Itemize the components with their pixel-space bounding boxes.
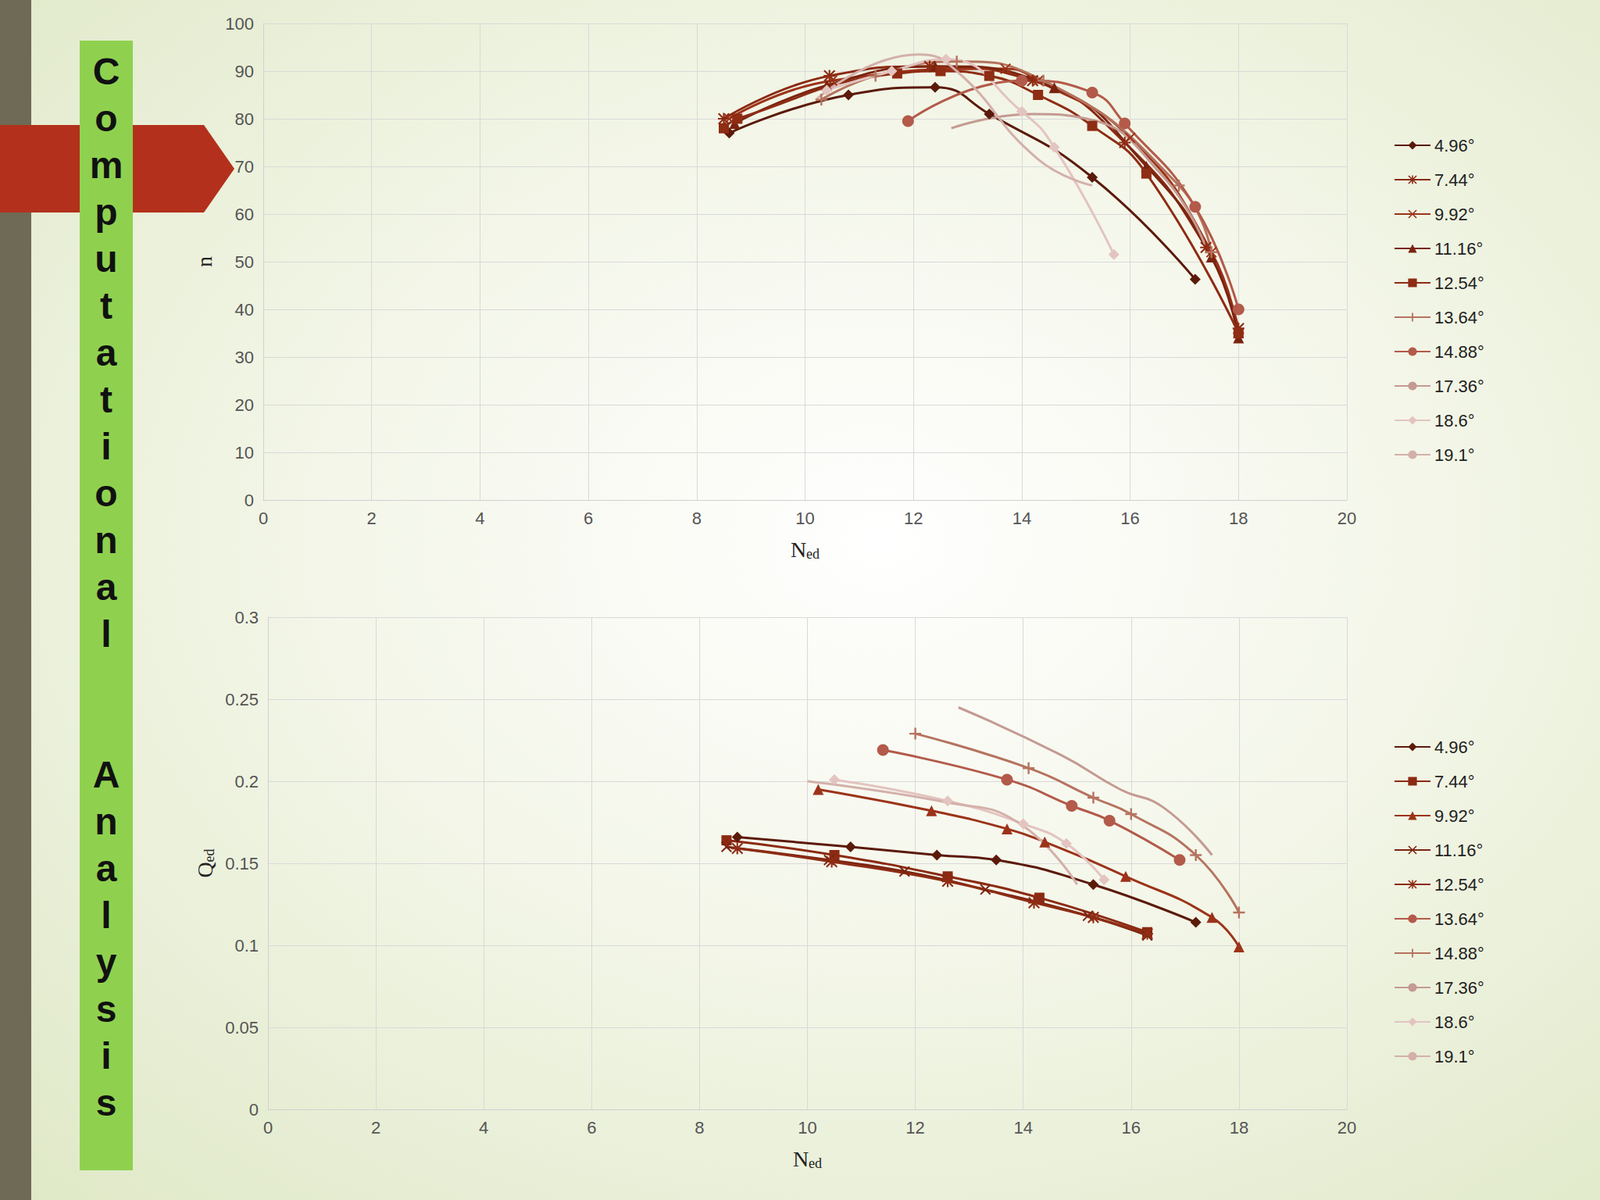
svg-text:13.64°: 13.64° xyxy=(1434,307,1485,328)
svg-text:11.16°: 11.16° xyxy=(1434,840,1483,861)
svg-text:9.92°: 9.92° xyxy=(1434,204,1475,225)
svg-text:9.92°: 9.92° xyxy=(1434,806,1475,826)
svg-text:20: 20 xyxy=(1337,508,1357,529)
html-text:u: u xyxy=(94,238,118,280)
svg-text:60: 60 xyxy=(235,204,254,225)
svg-text:10: 10 xyxy=(797,1117,817,1138)
html-text:o: o xyxy=(94,472,118,515)
html-text:a: a xyxy=(95,566,117,608)
svg-text:n: n xyxy=(192,256,217,268)
svg-text:12: 12 xyxy=(903,508,923,529)
svg-text:40: 40 xyxy=(235,300,254,320)
svg-text:13.64°: 13.64° xyxy=(1434,909,1485,929)
svg-text:0: 0 xyxy=(244,490,254,511)
svg-text:6: 6 xyxy=(583,508,593,529)
svg-text:80: 80 xyxy=(235,109,254,129)
html-text:l: l xyxy=(101,613,112,655)
svg-text:30: 30 xyxy=(235,347,254,368)
svg-text:17.36°: 17.36° xyxy=(1434,376,1485,397)
svg-text:4.96°: 4.96° xyxy=(1434,737,1475,758)
svg-text:100: 100 xyxy=(225,14,254,34)
svg-text:12.54°: 12.54° xyxy=(1434,273,1485,293)
svg-text:0.3: 0.3 xyxy=(234,607,259,628)
svg-text:16: 16 xyxy=(1120,508,1140,529)
html-text:t: t xyxy=(100,285,113,327)
svg-text:0: 0 xyxy=(258,508,268,529)
svg-text:2: 2 xyxy=(367,508,377,529)
svg-text:14: 14 xyxy=(1013,1117,1033,1138)
svg-text:18.6°: 18.6° xyxy=(1434,410,1475,431)
svg-text:19.1°: 19.1° xyxy=(1434,1046,1475,1067)
html-text:i: i xyxy=(101,425,112,468)
svg-text:10: 10 xyxy=(795,508,815,529)
svg-text:12: 12 xyxy=(905,1117,925,1138)
html-text:t: t xyxy=(100,378,113,421)
svg-text:N: N xyxy=(792,1146,809,1172)
html-text:l: l xyxy=(101,894,112,936)
svg-text:4.96°: 4.96° xyxy=(1434,135,1475,156)
svg-text:6: 6 xyxy=(586,1117,597,1138)
svg-text:14.88°: 14.88° xyxy=(1434,943,1485,964)
html-text:a: a xyxy=(95,332,117,374)
html-text:y: y xyxy=(95,941,117,983)
svg-text:18.6°: 18.6° xyxy=(1434,1012,1475,1033)
html-text:n: n xyxy=(94,519,118,561)
html-text:a: a xyxy=(95,847,117,890)
svg-text:90: 90 xyxy=(235,61,254,82)
svg-text:18: 18 xyxy=(1228,508,1248,529)
svg-text:ed: ed xyxy=(806,546,820,562)
svg-text:19.1°: 19.1° xyxy=(1434,445,1475,465)
svg-text:0.15: 0.15 xyxy=(225,853,259,874)
svg-text:12.54°: 12.54° xyxy=(1434,875,1485,895)
svg-text:20: 20 xyxy=(235,395,254,415)
svg-text:0: 0 xyxy=(263,1117,273,1138)
svg-text:N: N xyxy=(790,537,807,562)
svg-text:8: 8 xyxy=(694,1117,704,1138)
html-text:C: C xyxy=(92,50,120,93)
html-text:p: p xyxy=(94,191,118,233)
html-text:o: o xyxy=(94,97,118,140)
svg-text:7.44°: 7.44° xyxy=(1434,170,1475,190)
svg-text:20: 20 xyxy=(1337,1117,1357,1138)
svg-text:2: 2 xyxy=(371,1117,381,1138)
svg-text:4: 4 xyxy=(478,1117,489,1138)
svg-text:16: 16 xyxy=(1121,1117,1141,1138)
svg-text:8: 8 xyxy=(692,508,702,529)
html-text:A: A xyxy=(92,753,120,796)
svg-text:50: 50 xyxy=(235,252,254,272)
svg-text:4: 4 xyxy=(475,508,485,529)
svg-text:70: 70 xyxy=(235,157,254,177)
html-text:s: s xyxy=(95,1082,117,1124)
svg-text:0.05: 0.05 xyxy=(225,1017,259,1038)
html-text:i: i xyxy=(101,1035,112,1077)
svg-text:14.88°: 14.88° xyxy=(1434,342,1485,362)
svg-text:0: 0 xyxy=(249,1100,259,1120)
svg-text:0.25: 0.25 xyxy=(225,689,259,710)
svg-text:0.2: 0.2 xyxy=(234,771,259,792)
svg-text:11.16°: 11.16° xyxy=(1434,239,1483,259)
html-text:n: n xyxy=(94,800,118,843)
svg-text:Q: Q xyxy=(192,861,218,878)
svg-text:7.44°: 7.44° xyxy=(1434,771,1475,792)
svg-text:18: 18 xyxy=(1229,1117,1249,1138)
html-text:m: m xyxy=(89,144,123,186)
svg-text:ed: ed xyxy=(201,848,218,862)
svg-text:0.1: 0.1 xyxy=(234,935,259,956)
html-text:s: s xyxy=(95,988,117,1030)
svg-text:14: 14 xyxy=(1012,508,1032,529)
svg-text:17.36°: 17.36° xyxy=(1434,978,1485,998)
svg-text:10: 10 xyxy=(235,442,254,463)
svg-text:ed: ed xyxy=(808,1155,822,1172)
